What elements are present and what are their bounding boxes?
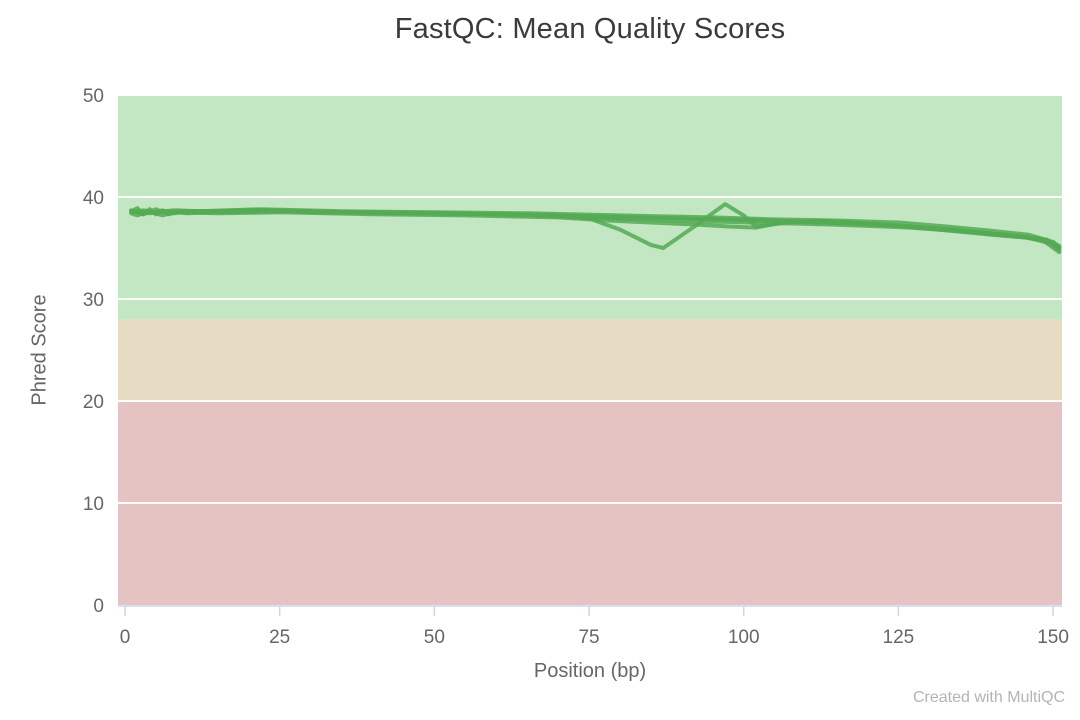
mean-quality-line-6[interactable] [129, 208, 1062, 248]
x-tick-label: 100 [728, 627, 760, 648]
y-axis-title: Phred Score [28, 294, 51, 406]
y-tick-label: 10 [83, 494, 104, 515]
y-tick-label: 20 [83, 392, 104, 413]
x-tick-label: 25 [269, 627, 290, 648]
x-axis-title: Position (bp) [533, 660, 647, 682]
x-tick-label: 0 [120, 627, 131, 648]
chart-title: FastQC: Mean Quality Scores [394, 13, 786, 45]
y-tick-label: 0 [93, 596, 104, 617]
x-tick-label: 75 [578, 627, 599, 648]
x-tick-label: 150 [1037, 627, 1069, 648]
y-tick-label: 40 [83, 188, 104, 209]
gridlines-layer [118, 94, 1062, 504]
phred-bands-layer [118, 95, 1062, 605]
y-tick-label: 30 [83, 290, 104, 311]
series-layer [129, 202, 1062, 255]
phred-band-pass [118, 95, 1062, 320]
multiqc-credit: Created with MultiQC [912, 689, 1065, 706]
x-tick-label: 50 [424, 627, 445, 648]
y-tick-label: 50 [83, 86, 104, 107]
tick-labels-layer: 0 25 50 75 100 125 150 0 10 20 30 40 50 [83, 86, 1069, 648]
phred-band-warn [118, 319, 1062, 401]
x-tick-label: 125 [883, 627, 915, 648]
axes-layer [118, 605, 1062, 616]
